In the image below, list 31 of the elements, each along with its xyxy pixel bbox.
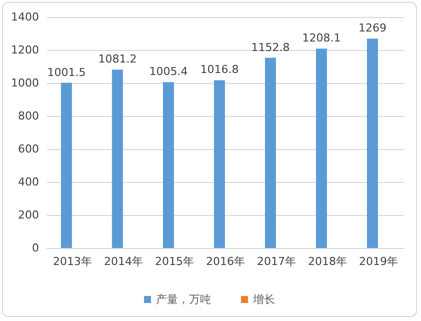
x-tick-label: 2013年 xyxy=(53,255,92,268)
y-tick-label: 1200 xyxy=(11,44,39,56)
legend-label: 产量，万吨 xyxy=(156,293,211,306)
data-label: 1005.4 xyxy=(149,65,188,78)
legend-label: 增长 xyxy=(252,293,275,306)
bar xyxy=(60,82,72,248)
x-tick-label: 2019年 xyxy=(359,255,398,268)
x-tick-label: 2017年 xyxy=(257,255,296,268)
y-tick-label: 0 xyxy=(32,242,39,254)
data-label: 1208.1 xyxy=(302,32,341,45)
bar xyxy=(112,70,123,248)
x-tick-label: 2018年 xyxy=(308,255,347,268)
x-tick-label: 2015年 xyxy=(155,255,194,268)
y-tick-label: 1400 xyxy=(11,10,39,24)
data-label: 1081.2 xyxy=(98,52,137,66)
y-tick-label: 600 xyxy=(18,142,39,156)
data-label: 1016.8 xyxy=(200,63,239,76)
bar xyxy=(214,80,225,248)
bar xyxy=(162,82,174,248)
y-tick-label: 400 xyxy=(18,176,39,188)
x-tick-label: 2016年 xyxy=(206,255,245,268)
data-label: 1001.5 xyxy=(47,66,86,79)
y-tick-label: 200 xyxy=(18,208,39,222)
data-label: 1152.8 xyxy=(251,40,290,54)
y-tick-label: 1000 xyxy=(11,76,39,90)
bar xyxy=(316,48,327,248)
y-tick-label: 800 xyxy=(18,110,39,122)
bar xyxy=(366,38,378,248)
bar xyxy=(264,58,276,248)
x-tick-label: 2014年 xyxy=(104,255,143,268)
data-label: 1269 xyxy=(358,22,386,35)
